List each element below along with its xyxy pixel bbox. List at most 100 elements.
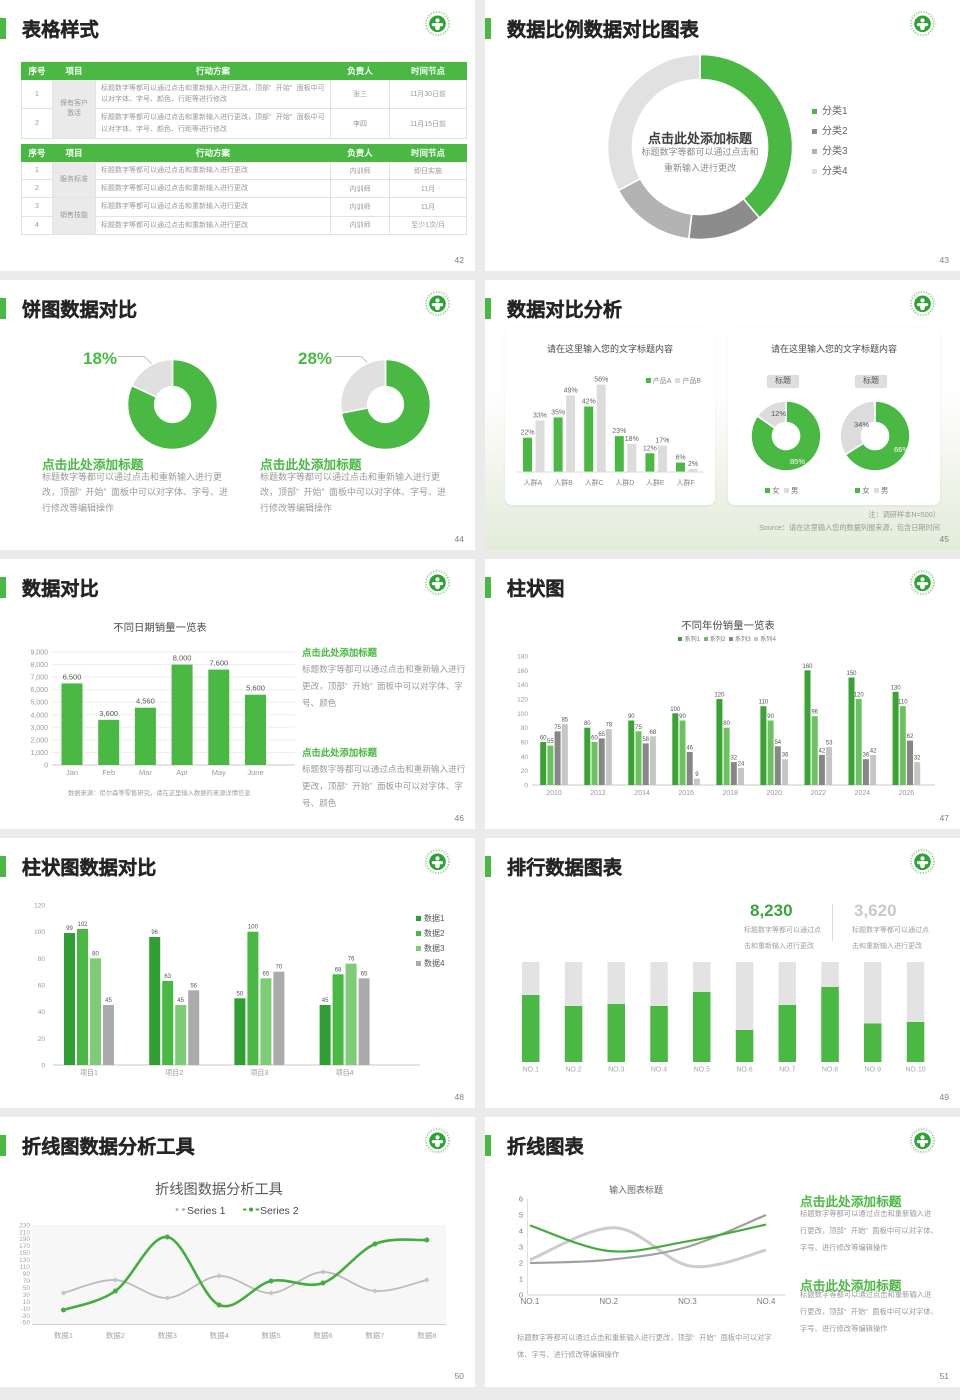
svg-text:33%: 33%: [533, 413, 547, 420]
svg-text:9,000: 9,000: [30, 650, 48, 657]
svg-text:Jan: Jan: [66, 768, 78, 777]
svg-text:NO.6: NO.6: [736, 1067, 752, 1074]
svg-text:0: 0: [519, 1291, 523, 1300]
svg-text:58: 58: [642, 737, 649, 743]
svg-text:36: 36: [863, 753, 870, 759]
svg-text:80: 80: [521, 725, 529, 732]
svg-text:NO.3: NO.3: [608, 1067, 624, 1074]
svg-text:NO.5: NO.5: [694, 1067, 710, 1074]
svg-text:140: 140: [517, 682, 528, 689]
svg-text:数据2: 数据2: [106, 1330, 125, 1340]
svg-text:150: 150: [19, 1250, 30, 1257]
svg-text:数据8: 数据8: [417, 1330, 436, 1340]
svg-text:53: 53: [826, 741, 833, 747]
svg-text:6,500: 6,500: [63, 672, 82, 681]
svg-text:160: 160: [802, 664, 813, 670]
svg-text:数据5: 数据5: [262, 1330, 281, 1340]
svg-text:2%: 2%: [688, 461, 698, 468]
svg-text:NO.4: NO.4: [757, 1297, 776, 1306]
svg-text:2024: 2024: [855, 790, 871, 797]
svg-text:20: 20: [38, 1036, 46, 1043]
svg-text:2: 2: [519, 1259, 523, 1268]
svg-text:90: 90: [767, 714, 774, 720]
svg-text:2,000: 2,000: [30, 737, 48, 744]
svg-text:160: 160: [517, 668, 528, 675]
svg-text:60: 60: [540, 736, 547, 742]
svg-text:78: 78: [605, 723, 612, 729]
svg-text:2018: 2018: [722, 790, 738, 797]
svg-text:45: 45: [105, 998, 112, 1004]
svg-text:210: 210: [19, 1229, 30, 1236]
svg-text:80: 80: [92, 951, 99, 957]
svg-text:70: 70: [23, 1278, 31, 1285]
svg-text:NO.2: NO.2: [565, 1067, 581, 1074]
svg-text:-50: -50: [21, 1320, 31, 1327]
svg-text:2010: 2010: [546, 790, 562, 797]
svg-text:30: 30: [23, 1292, 31, 1299]
svg-text:10: 10: [23, 1299, 31, 1306]
svg-text:75: 75: [635, 725, 642, 731]
svg-text:Feb: Feb: [102, 768, 115, 777]
svg-text:1: 1: [519, 1275, 523, 1284]
svg-text:42: 42: [870, 748, 877, 754]
svg-text:230: 230: [19, 1222, 30, 1229]
svg-text:50: 50: [237, 991, 244, 997]
svg-text:50: 50: [23, 1285, 31, 1292]
svg-text:NO.1: NO.1: [523, 1067, 539, 1074]
svg-text:190: 190: [19, 1236, 30, 1243]
svg-text:56%: 56%: [594, 377, 608, 384]
svg-text:18%: 18%: [625, 436, 639, 443]
svg-text:23%: 23%: [612, 428, 626, 435]
svg-text:2016: 2016: [678, 790, 694, 797]
svg-text:65: 65: [361, 971, 368, 977]
svg-text:56: 56: [190, 983, 197, 989]
svg-text:55: 55: [547, 739, 554, 745]
svg-text:120: 120: [714, 693, 725, 699]
svg-text:130: 130: [19, 1257, 30, 1264]
svg-text:4,560: 4,560: [136, 697, 155, 706]
svg-text:170: 170: [19, 1243, 30, 1250]
svg-text:35%: 35%: [551, 409, 565, 416]
svg-text:68: 68: [650, 730, 657, 736]
svg-text:45: 45: [177, 998, 184, 1004]
svg-text:100: 100: [670, 707, 681, 713]
svg-text:49%: 49%: [564, 388, 578, 395]
svg-text:100: 100: [517, 711, 528, 718]
svg-text:24: 24: [738, 761, 745, 767]
svg-text:90: 90: [628, 714, 635, 720]
svg-text:45: 45: [322, 998, 329, 1004]
svg-text:120: 120: [34, 903, 45, 910]
svg-text:2020: 2020: [766, 790, 782, 797]
svg-text:-10: -10: [21, 1306, 31, 1313]
svg-text:8,000: 8,000: [173, 654, 192, 663]
svg-text:数据4: 数据4: [210, 1330, 229, 1340]
svg-text:40: 40: [38, 1009, 46, 1016]
svg-text:Mar: Mar: [139, 768, 152, 777]
svg-text:6,000: 6,000: [30, 687, 48, 694]
svg-text:80: 80: [584, 721, 591, 727]
svg-text:数据3: 数据3: [158, 1330, 177, 1340]
svg-text:1,000: 1,000: [30, 750, 48, 757]
svg-text:80: 80: [723, 721, 730, 727]
svg-text:7,000: 7,000: [30, 675, 48, 682]
svg-text:4,000: 4,000: [30, 712, 48, 719]
svg-text:62: 62: [907, 734, 914, 740]
svg-text:May: May: [212, 768, 226, 777]
svg-text:120: 120: [517, 697, 528, 704]
svg-text:0: 0: [524, 783, 528, 790]
svg-text:20: 20: [521, 768, 529, 775]
svg-text:项目2: 项目2: [165, 1069, 183, 1077]
svg-text:7,600: 7,600: [209, 659, 228, 668]
svg-text:180: 180: [517, 654, 528, 661]
svg-text:5: 5: [519, 1211, 523, 1220]
svg-text:5,000: 5,000: [30, 700, 48, 707]
svg-text:110: 110: [898, 700, 908, 706]
svg-text:96: 96: [811, 710, 818, 716]
svg-text:150: 150: [846, 671, 857, 677]
svg-text:60: 60: [521, 740, 529, 747]
svg-text:17%: 17%: [655, 438, 669, 445]
svg-text:12%: 12%: [643, 445, 657, 452]
svg-text:5,600: 5,600: [246, 684, 265, 693]
svg-text:NO.1: NO.1: [521, 1297, 540, 1306]
svg-text:22%: 22%: [520, 430, 534, 437]
